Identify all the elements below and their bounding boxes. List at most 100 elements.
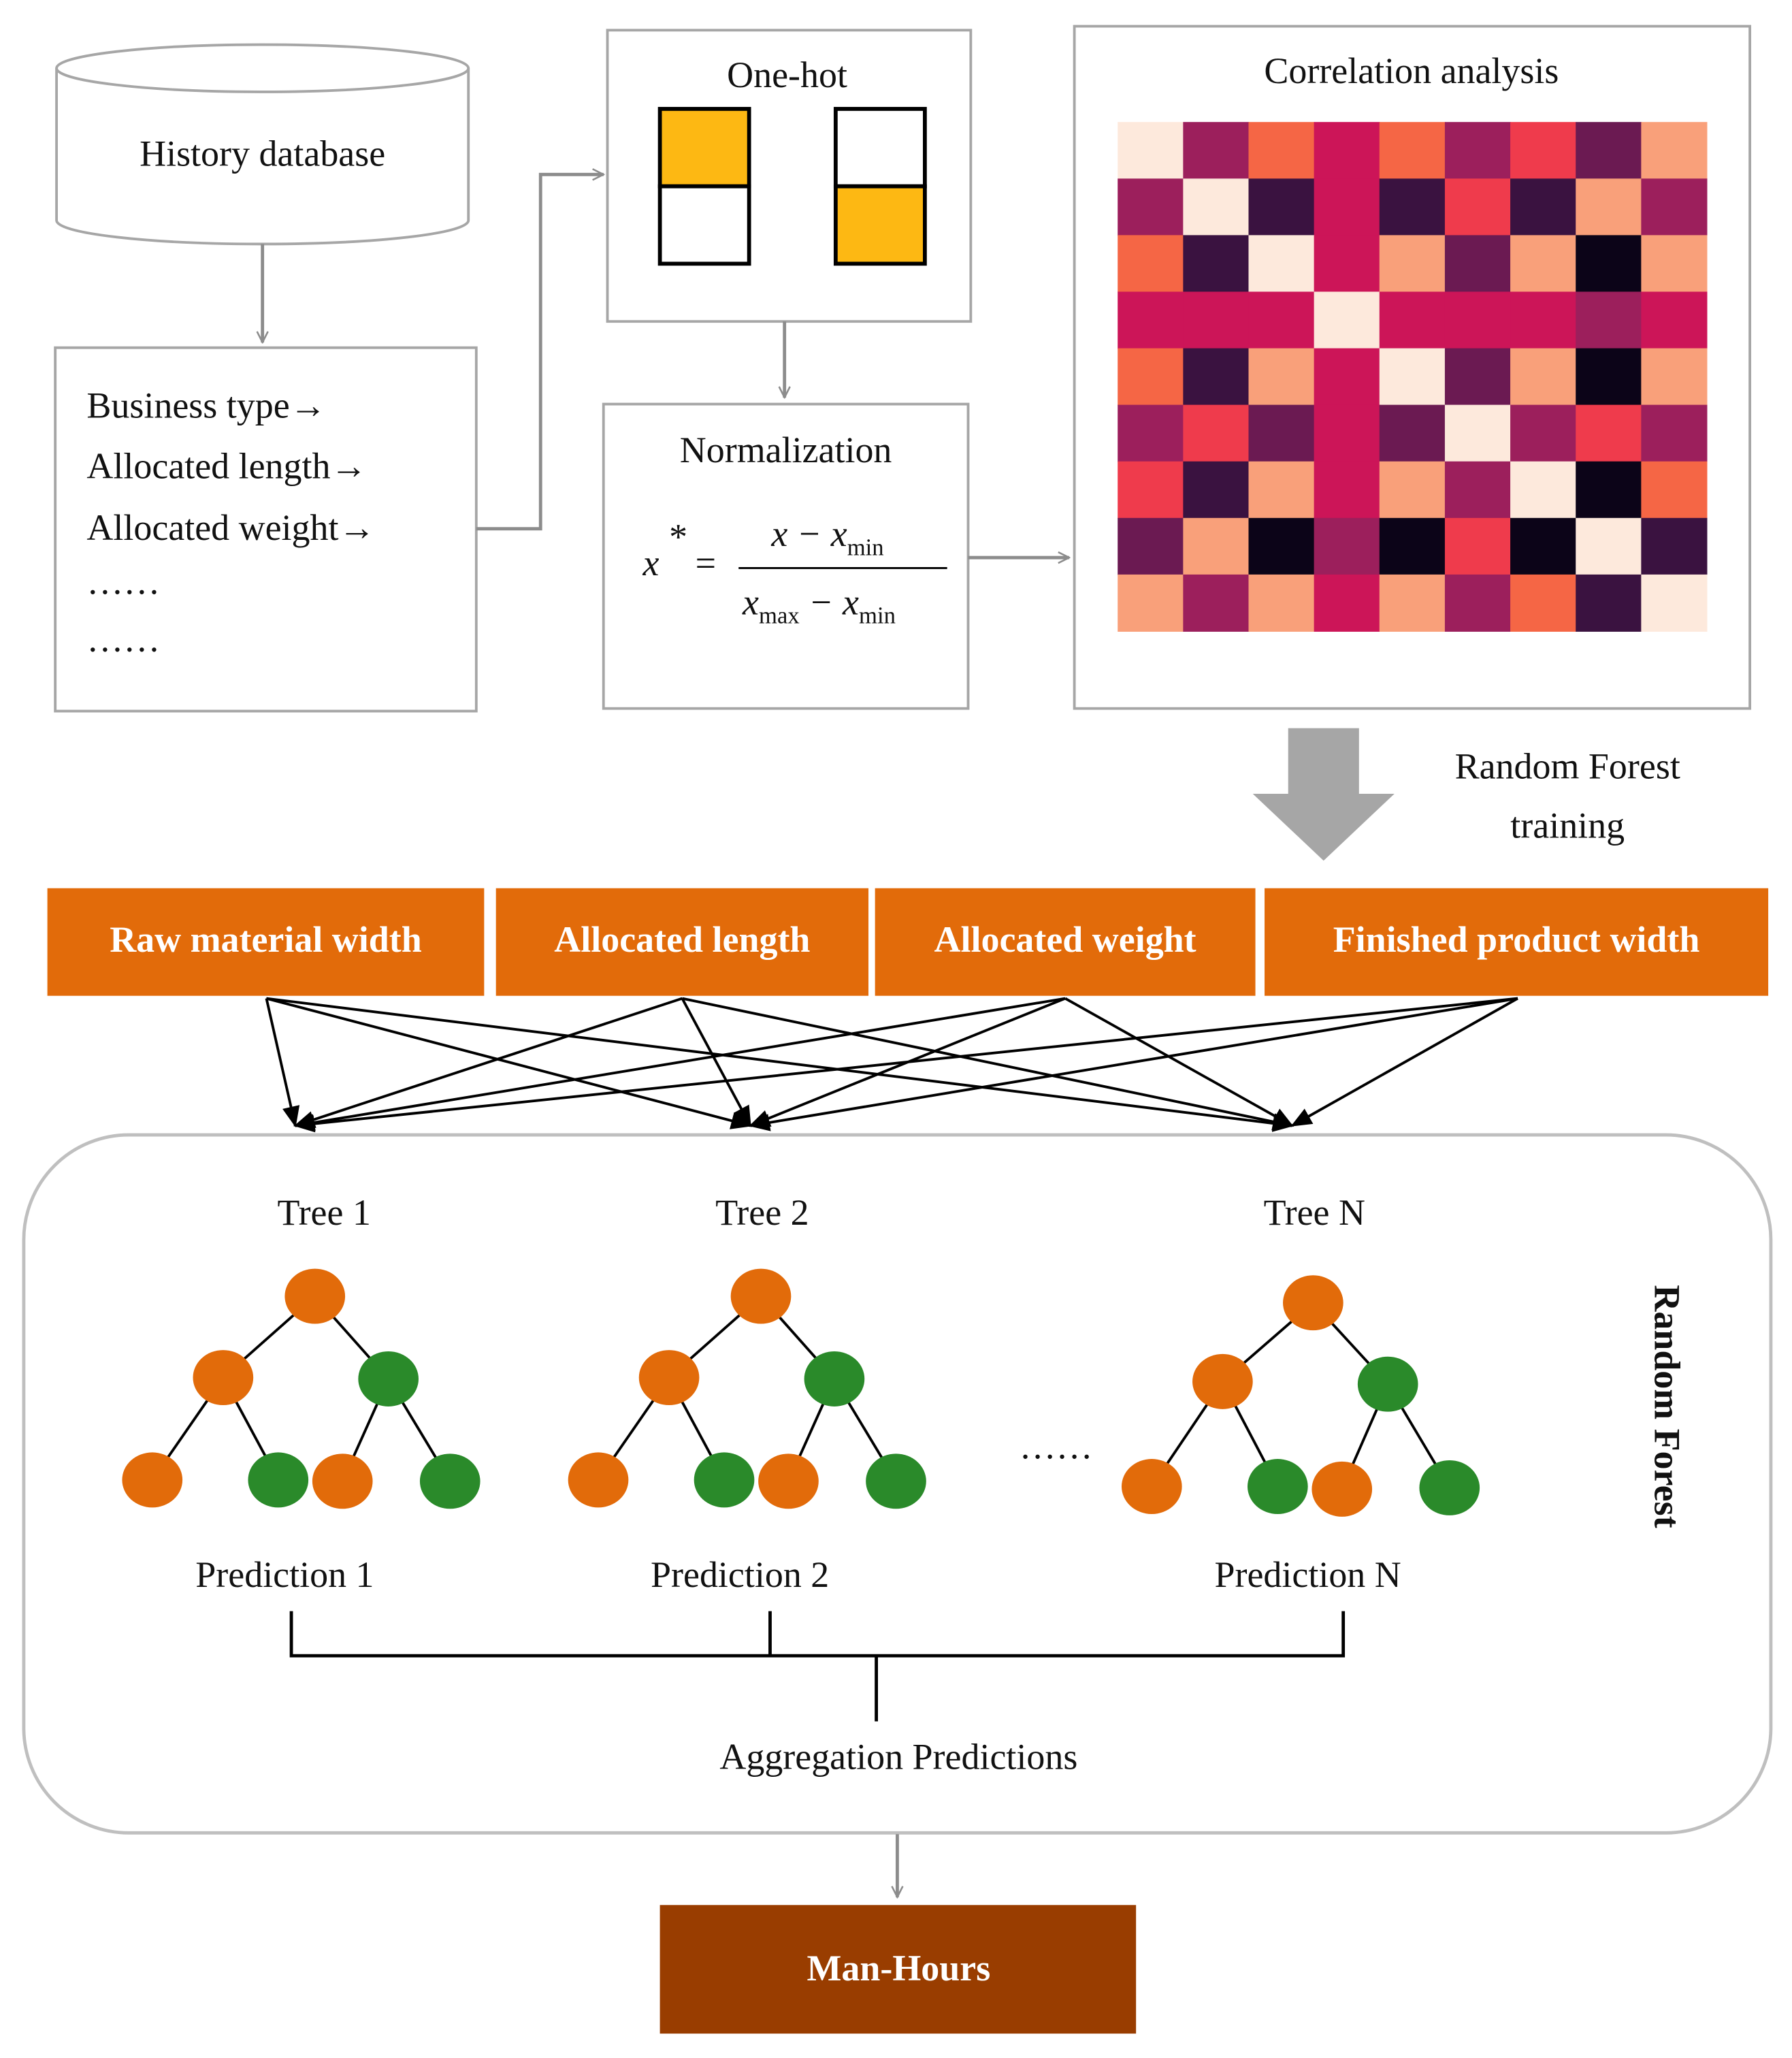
forest-label: Random Forest [1647, 1285, 1688, 1528]
heatmap-cell [1314, 291, 1380, 349]
feature-link [681, 997, 1294, 1131]
heatmap-cell [1444, 461, 1512, 519]
heatmap-cell [1183, 178, 1250, 236]
heatmap-cell [1314, 517, 1380, 575]
feature-link [293, 997, 683, 1128]
heatmap-cell [1641, 235, 1708, 293]
feature-link [266, 997, 1294, 1132]
tree-node [1419, 1460, 1480, 1515]
tree-node [866, 1453, 926, 1509]
heatmap-cell [1379, 517, 1446, 575]
tree-node [1121, 1459, 1182, 1514]
heatmap-cell [1314, 404, 1380, 462]
training-label: training [1510, 805, 1625, 846]
tree-node [1247, 1459, 1308, 1514]
feature-link [1290, 997, 1518, 1127]
heatmap-cell [1314, 348, 1380, 406]
heatmap-cell [1314, 122, 1380, 180]
formula-part: x [742, 582, 759, 623]
heatmap-cell [1118, 574, 1184, 632]
features-box [54, 346, 478, 713]
heatmap-cell [1379, 348, 1446, 406]
feature-link [293, 997, 1518, 1133]
feature-boxes: Raw material width Allocated length Alloca… [47, 888, 1769, 996]
heatmap-cell [1183, 348, 1250, 406]
heatmap-cell [1248, 461, 1315, 519]
tree-node [804, 1351, 865, 1406]
heatmap-cell [1248, 348, 1315, 406]
heatmap-cell [1314, 235, 1380, 293]
heatmap-cell [1183, 461, 1250, 519]
heatmap-cell [1379, 291, 1446, 349]
feature-item: …… [86, 619, 160, 660]
heatmap-cell [1444, 348, 1512, 406]
tree-node [1357, 1356, 1418, 1412]
heatmap-cell [1641, 517, 1708, 575]
heatmap [1118, 122, 1708, 632]
heatmap-cell [1576, 178, 1642, 236]
tree-node [419, 1453, 480, 1509]
heatmap-cell [1510, 461, 1577, 519]
heatmap-cell [1248, 291, 1315, 349]
feature-box [47, 888, 485, 996]
formula-denominator: xmax − xmin [742, 582, 896, 629]
heatmap-cell [1183, 574, 1250, 632]
heatmap-cell [1379, 404, 1446, 462]
heatmap-cell [1183, 291, 1250, 349]
formula: x * = x − xmin xmax − xmin [642, 514, 947, 629]
heatmap-cell [1444, 404, 1512, 462]
tree-node [1283, 1275, 1343, 1331]
database-label: History database [140, 133, 385, 174]
heatmap-cell [1379, 235, 1446, 293]
tree-node [730, 1268, 792, 1324]
heatmap-cell [1118, 235, 1184, 293]
feature-link [293, 997, 1066, 1131]
prediction-label: Prediction 1 [195, 1554, 374, 1595]
feature-label: Raw material width [110, 919, 422, 960]
heatmap-cell [1444, 574, 1512, 632]
heatmap-cell [1510, 291, 1577, 349]
aggregation-label: Aggregation Predictions [719, 1737, 1077, 1778]
heatmap-cell [1576, 574, 1642, 632]
heatmap-cell [1510, 574, 1577, 632]
heatmap-cell [1641, 404, 1708, 462]
formula-part: − x [800, 582, 859, 623]
formula-part: x − x [770, 514, 847, 555]
tree-node [1312, 1461, 1373, 1517]
trees-ellipsis: …… [1020, 1426, 1093, 1466]
tree-node [358, 1351, 419, 1406]
heatmap-cell [1379, 461, 1446, 519]
heatmap-cell [1576, 122, 1642, 180]
tree-node [284, 1268, 346, 1324]
heatmap-cell [1248, 235, 1315, 293]
heatmap-cell [1248, 178, 1315, 236]
feature-box [1265, 888, 1769, 996]
heatmap-cell [1118, 178, 1184, 236]
tree-node [248, 1452, 309, 1508]
training-label: Random Forest [1455, 746, 1680, 787]
prediction-label: Prediction 2 [651, 1554, 829, 1595]
one-hot-title: One-hot [727, 54, 847, 95]
feature-label: Allocated weight [934, 919, 1196, 960]
tree-node [312, 1453, 373, 1509]
formula-eq: = [696, 543, 716, 583]
heatmap-cell [1118, 404, 1184, 462]
heatmap-cell [1118, 348, 1184, 406]
heatmap-cell [1576, 348, 1642, 406]
output-label: Man-Hours [807, 1948, 990, 1989]
heatmap-cell [1576, 235, 1642, 293]
feature-item: …… [86, 561, 160, 602]
formula-sub: min [847, 534, 884, 560]
feature-link [265, 997, 753, 1129]
heatmap-cell [1576, 404, 1642, 462]
arrow [476, 174, 604, 531]
tree-label: Tree 1 [278, 1192, 371, 1233]
tree-node [638, 1350, 700, 1406]
formula-sub: min [859, 602, 896, 629]
forest-box [22, 1133, 1773, 1835]
heatmap-cell [1379, 122, 1446, 180]
feature-box [875, 888, 1256, 996]
heatmap-cell [1444, 517, 1512, 575]
